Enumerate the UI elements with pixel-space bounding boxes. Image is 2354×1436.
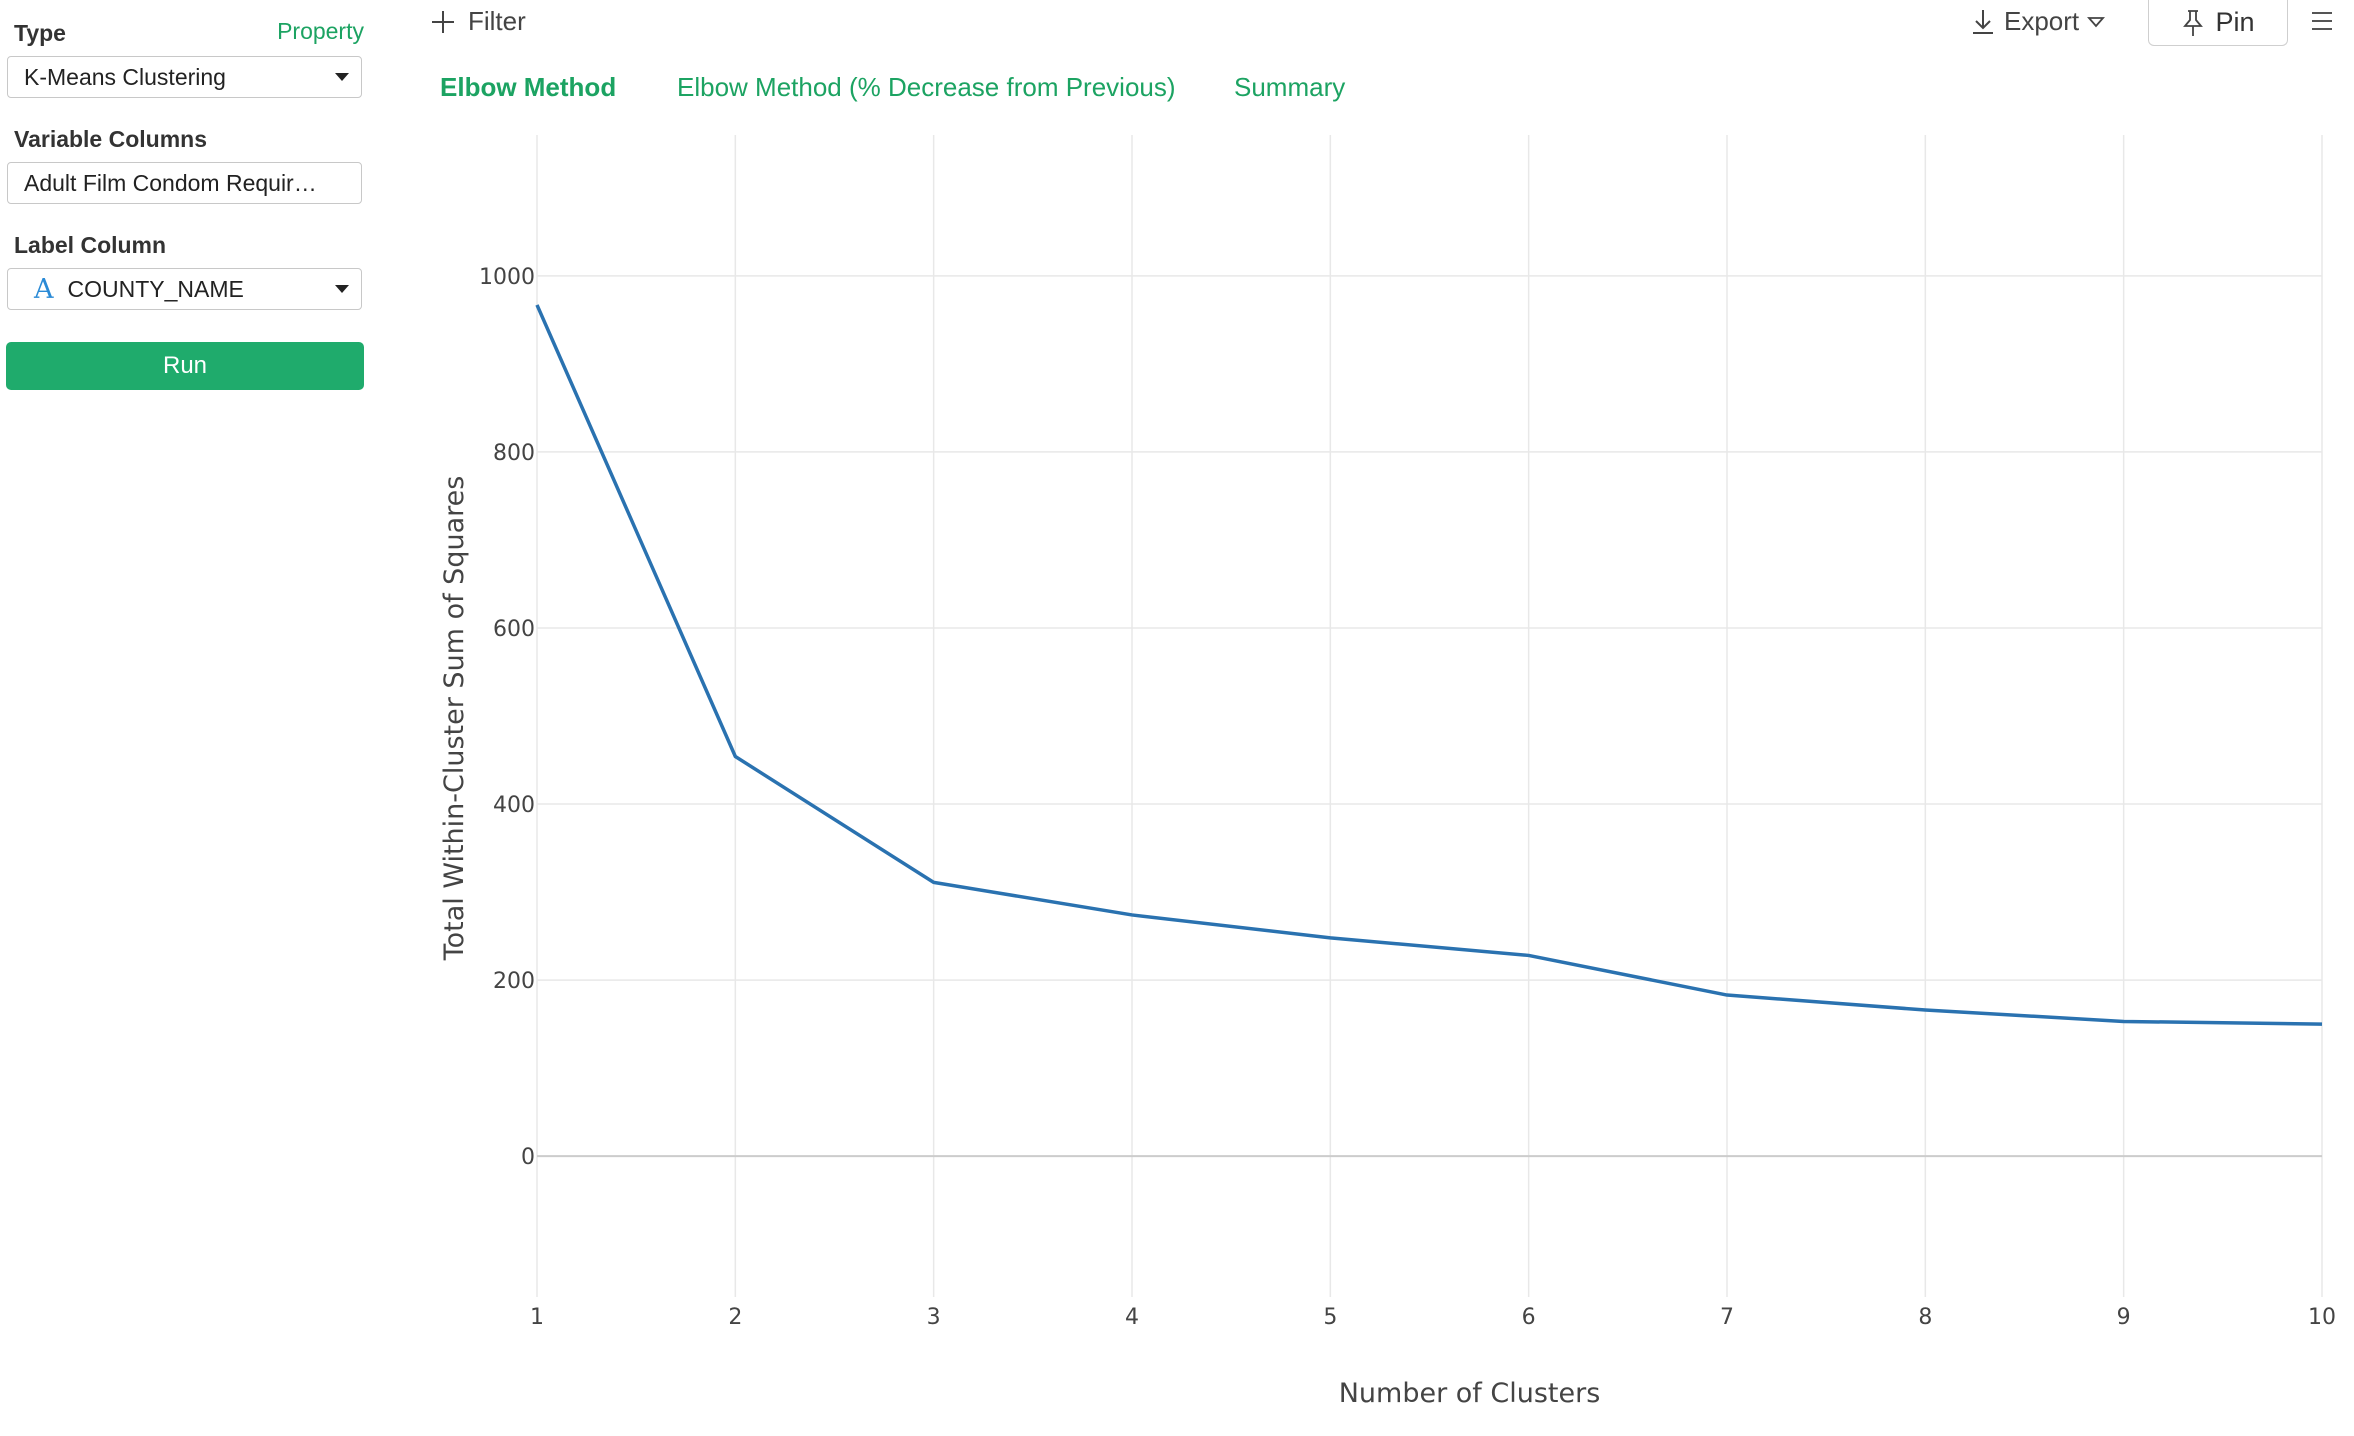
chevron-down-icon: [2087, 16, 2106, 27]
x-tick-label: 3: [927, 1305, 941, 1330]
plus-icon: [432, 10, 454, 33]
type-label: Type: [14, 20, 66, 46]
label-column-label: Label Column: [14, 232, 167, 258]
x-tick-label: 9: [2117, 1305, 2131, 1330]
tab-elbow-method[interactable]: Elbow Method: [440, 72, 617, 102]
caret-down-icon: [335, 285, 349, 293]
export-label: Export: [2004, 6, 2080, 36]
y-axis-title: Total Within-Cluster Sum of Squares: [439, 476, 470, 962]
pin-button[interactable]: Pin: [2148, 0, 2288, 46]
series-line: [535, 304, 2323, 1026]
variable-columns-value: Adult Film Condom Requir…: [24, 169, 317, 196]
x-tick-label: 2: [728, 1305, 742, 1330]
y-tick-label: 400: [493, 793, 535, 818]
x-tick-label: 4: [1125, 1305, 1139, 1330]
run-button[interactable]: Run: [6, 342, 364, 390]
property-link[interactable]: Property: [277, 18, 364, 44]
string-type-icon: A: [34, 273, 54, 305]
tab-elbow-method-percent-decrease[interactable]: Elbow Method (% Decrease from Previous): [677, 72, 1176, 102]
x-tick-label: 10: [2308, 1305, 2336, 1330]
sidebar: Type Property K-Means Clustering Variabl…: [0, 0, 372, 1436]
y-tick-label: 0: [521, 1145, 535, 1170]
y-tick-label: 1000: [479, 265, 535, 290]
variable-columns-field[interactable]: Adult Film Condom Requir…: [7, 162, 362, 204]
menu-button[interactable]: [2310, 10, 2334, 32]
run-button-label: Run: [162, 352, 208, 379]
x-tick-label: 1: [530, 1305, 544, 1330]
y-tick-label: 200: [493, 969, 535, 994]
pin-icon: [2183, 9, 2204, 36]
y-tick-label: 600: [493, 617, 535, 642]
x-tick-label: 7: [1720, 1305, 1734, 1330]
x-axis-title: Number of Clusters: [1339, 1378, 1601, 1409]
pin-label: Pin: [2215, 7, 2255, 37]
type-select-value: K-Means Clustering: [24, 63, 226, 90]
x-tick-label: 6: [1522, 1305, 1536, 1330]
filter-label: Filter: [468, 6, 526, 36]
label-column-select[interactable]: A COUNTY_NAME: [7, 268, 362, 310]
filter-button[interactable]: Filter: [430, 6, 526, 37]
x-tick-label: 8: [1918, 1305, 1932, 1330]
variable-columns-label: Variable Columns: [14, 126, 208, 152]
download-icon: [1973, 9, 1993, 34]
caret-down-icon: [335, 73, 349, 81]
tab-summary[interactable]: Summary: [1234, 72, 1346, 102]
export-button[interactable]: Export: [1970, 6, 2106, 37]
label-column-value: COUNTY_NAME: [67, 275, 244, 302]
type-select[interactable]: K-Means Clustering: [7, 56, 362, 98]
y-tick-label: 800: [493, 441, 535, 466]
x-tick-label: 5: [1323, 1305, 1337, 1330]
hamburger-menu-icon: [2312, 12, 2332, 30]
